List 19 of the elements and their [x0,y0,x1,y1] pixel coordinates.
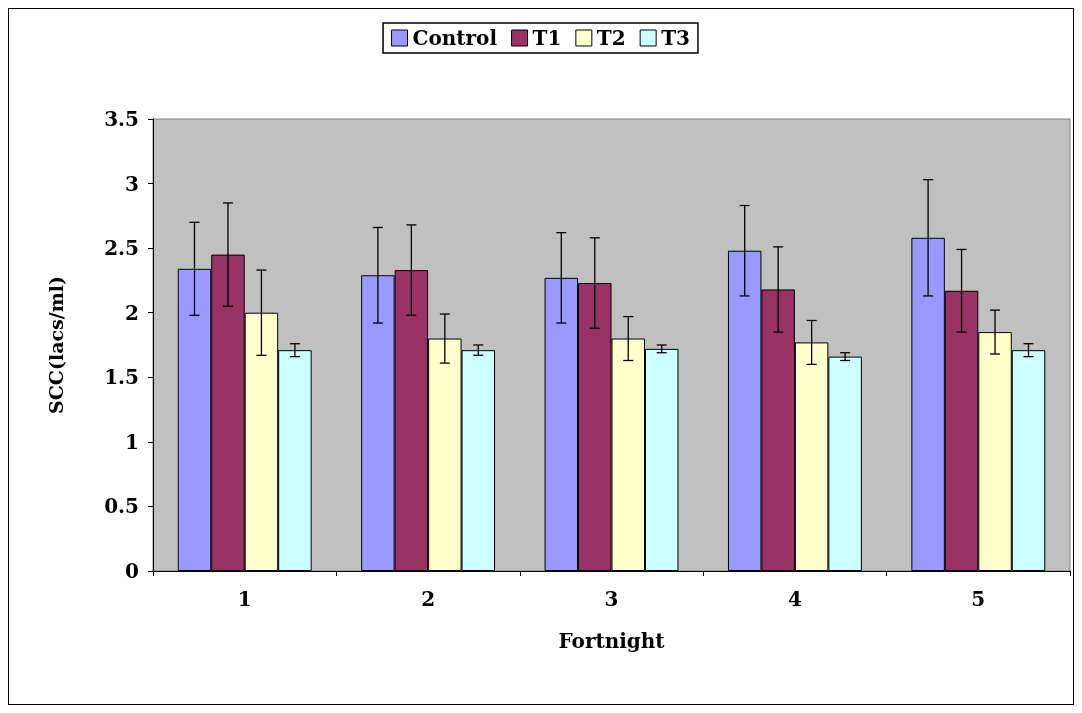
legend-label: T3 [661,26,690,50]
y-tick-label: 2.5 [104,236,139,261]
legend-label: T1 [532,26,562,50]
x-axis-title: Fortnight [558,629,666,653]
x-tick-label: 5 [971,587,986,611]
legend-label: T2 [596,26,626,50]
legend-label: Control [412,26,498,50]
y-axis-title: SCC(lacs/ml) [44,275,67,415]
x-tick-label: 4 [787,587,802,611]
x-tick-label: 3 [604,587,619,611]
y-tick-label: 2 [125,300,139,325]
y-tick-label: 0.5 [104,494,139,519]
y-tick-label: 0 [125,559,139,583]
y-tick-label: 1.5 [104,365,139,390]
x-tick-label: 2 [421,587,436,611]
y-tick-label: 3 [125,171,139,196]
y-tick-label: 1 [125,429,139,454]
y-tick-label: 3.5 [104,107,139,131]
x-tick-label: 1 [237,587,252,611]
